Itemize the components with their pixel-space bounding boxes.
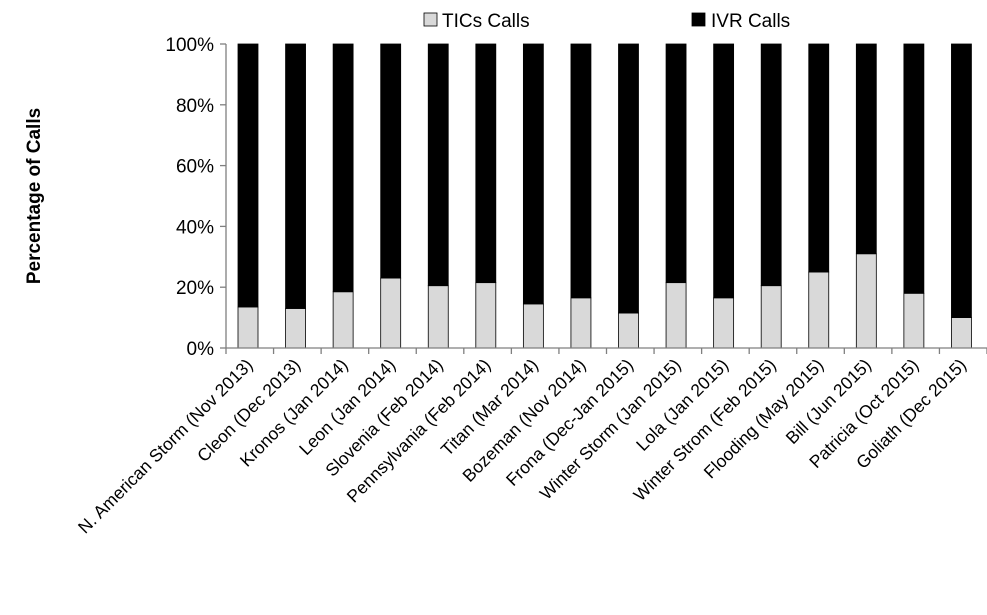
bar-segment-tics xyxy=(951,317,972,349)
y-tick-label: 60% xyxy=(176,157,214,178)
bar-segment-ivr xyxy=(332,43,354,293)
bar-segment-tics xyxy=(760,285,782,349)
bar-segment-tics xyxy=(570,297,592,349)
bar-segment-ivr xyxy=(713,43,735,299)
bar-segment-ivr xyxy=(380,43,402,279)
legend: TICs Calls IVR Calls xyxy=(423,11,790,32)
bar-segment-ivr xyxy=(237,43,259,308)
x-tick-label: N. American Storm (Nov 2013) xyxy=(74,355,257,538)
bar-segment-tics xyxy=(285,308,306,349)
x-axis: N. American Storm (Nov 2013)Cleon (Dec 2… xyxy=(74,347,987,538)
bar-segment-ivr xyxy=(427,43,449,287)
y-tick-label: 40% xyxy=(176,217,214,238)
bar-segment-tics xyxy=(380,277,402,349)
bar-segment-tics xyxy=(808,271,830,349)
bars xyxy=(237,43,972,349)
legend-label-ivr: IVR Calls xyxy=(711,11,790,32)
bar-segment-tics xyxy=(855,253,877,349)
legend-swatch-tics xyxy=(423,12,438,27)
bar-segment-ivr xyxy=(855,43,877,255)
bar-segment-tics xyxy=(903,292,925,349)
y-axis-label: Percentage of Calls xyxy=(24,108,45,284)
bar-segment-tics xyxy=(618,312,639,349)
bar-segment-ivr xyxy=(285,43,306,309)
bar-segment-ivr xyxy=(522,43,544,305)
y-tick-label: 20% xyxy=(176,278,214,299)
bar-segment-tics xyxy=(475,282,497,349)
legend-label-tics: TICs Calls xyxy=(442,11,530,32)
bar-segment-ivr xyxy=(475,43,497,284)
bar-segment-ivr xyxy=(951,43,972,319)
y-axis: 0% 20% 40% 60% 80% 100% xyxy=(165,35,227,360)
bar-segment-ivr xyxy=(665,43,687,284)
bar-segment-ivr xyxy=(618,43,639,314)
bar-segment-ivr xyxy=(903,43,925,294)
bar-segment-tics xyxy=(332,291,354,349)
bar-segment-ivr xyxy=(570,43,592,299)
y-tick-label: 80% xyxy=(176,96,214,117)
legend-swatch-ivr xyxy=(691,12,706,27)
bar-segment-tics xyxy=(522,303,544,349)
bar-segment-tics xyxy=(713,297,735,349)
bar-segment-tics xyxy=(427,285,449,349)
bar-segment-tics xyxy=(665,282,687,349)
bar-segment-ivr xyxy=(760,43,782,287)
y-tick-label: 0% xyxy=(187,339,215,360)
bar-segment-tics xyxy=(237,306,259,349)
y-tick-label: 100% xyxy=(165,35,214,56)
bar-segment-ivr xyxy=(808,43,830,273)
